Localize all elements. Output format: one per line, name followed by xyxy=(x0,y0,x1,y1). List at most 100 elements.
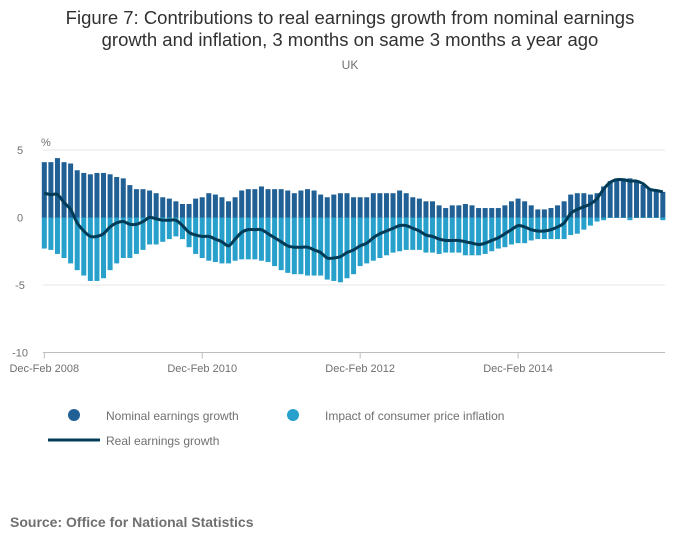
bar-inflation xyxy=(397,217,403,252)
bar-inflation xyxy=(81,217,87,276)
bar-inflation xyxy=(133,217,139,254)
bar-inflation xyxy=(489,217,495,252)
bar-inflation xyxy=(568,217,574,236)
bar-nominal xyxy=(101,172,107,218)
bar-inflation xyxy=(469,217,475,256)
bar-nominal xyxy=(568,194,574,218)
bar-nominal xyxy=(278,189,284,218)
bar-inflation xyxy=(324,217,330,280)
bar-inflation xyxy=(54,217,60,254)
bar-nominal xyxy=(390,193,396,218)
bar-nominal xyxy=(120,178,126,218)
bar-inflation xyxy=(436,217,442,254)
legend-label-real: Real earnings growth xyxy=(106,434,219,448)
bar-inflation xyxy=(390,217,396,253)
bar-nominal xyxy=(555,205,561,218)
bar-inflation xyxy=(634,217,639,218)
bar-inflation xyxy=(153,217,159,245)
bar-nominal xyxy=(232,197,238,218)
bar-nominal xyxy=(226,201,232,218)
bar-inflation xyxy=(114,217,120,264)
bar-inflation xyxy=(462,217,468,256)
bar-nominal xyxy=(647,189,653,218)
bar-nominal xyxy=(357,197,363,218)
x-tick-label: Dec-Feb 2010 xyxy=(167,363,237,375)
bar-inflation xyxy=(416,217,422,250)
bar-nominal xyxy=(423,201,429,218)
bar-nominal xyxy=(601,186,607,218)
bar-nominal xyxy=(561,201,567,218)
bar-inflation xyxy=(94,217,100,281)
legend-swatch-nominal xyxy=(68,409,80,421)
bar-nominal xyxy=(535,209,541,218)
bar-inflation xyxy=(337,217,343,283)
chart-title-line-1: Figure 7: Contributions to real earnings… xyxy=(66,7,635,28)
bar-nominal xyxy=(653,190,659,218)
bar-nominal xyxy=(173,201,179,218)
bar-nominal xyxy=(291,193,297,218)
bar-inflation xyxy=(74,217,80,271)
bar-inflation xyxy=(226,217,232,264)
bar-nominal xyxy=(627,178,633,218)
bar-nominal xyxy=(574,193,580,218)
bar-nominal xyxy=(541,209,547,218)
bar-inflation xyxy=(456,217,462,253)
bar-inflation xyxy=(561,217,567,240)
y-tick-label: 5 xyxy=(17,145,23,157)
bar-nominal xyxy=(318,194,324,218)
bar-inflation xyxy=(61,217,67,258)
bar-inflation xyxy=(318,217,324,276)
bar-inflation xyxy=(41,217,47,249)
chart-subtitle: UK xyxy=(342,58,359,72)
bar-nominal xyxy=(133,189,139,218)
bar-nominal xyxy=(305,189,310,218)
legend-label-nominal: Nominal earnings growth xyxy=(106,409,239,423)
bar-inflation xyxy=(331,217,337,281)
bar-nominal xyxy=(416,198,422,218)
bar-nominal xyxy=(587,194,593,218)
bar-nominal xyxy=(68,163,74,218)
bar-inflation xyxy=(265,217,271,263)
bar-inflation xyxy=(601,217,607,221)
bar-nominal xyxy=(660,191,666,218)
bar-nominal xyxy=(94,172,100,218)
bar-inflation xyxy=(653,217,659,218)
bar-nominal xyxy=(61,162,67,218)
y-tick-label: -10 xyxy=(12,348,28,360)
bar-inflation xyxy=(272,217,278,267)
source-note: Source: Office for National Statistics xyxy=(10,514,254,530)
bar-inflation xyxy=(252,217,258,260)
bar-inflation xyxy=(101,217,107,279)
y-tick-label: 0 xyxy=(17,213,23,225)
bar-inflation xyxy=(535,217,541,240)
bar-nominal xyxy=(462,204,468,218)
bar-nominal xyxy=(324,197,330,218)
legend-swatch-inflation xyxy=(287,409,299,421)
bar-nominal xyxy=(620,178,626,218)
x-tick-label: Dec-Feb 2008 xyxy=(9,363,79,375)
bar-inflation xyxy=(377,217,383,258)
bar-nominal xyxy=(140,189,146,218)
bar-inflation xyxy=(541,217,547,240)
bar-inflation xyxy=(443,217,449,253)
bar-nominal xyxy=(410,197,416,218)
bar-nominal xyxy=(193,198,199,218)
bar-inflation xyxy=(403,217,409,250)
bar-nominal xyxy=(258,186,264,218)
bar-nominal xyxy=(594,193,600,218)
bar-inflation xyxy=(127,217,133,258)
y-tick-label: -5 xyxy=(15,280,25,292)
bar-inflation xyxy=(258,217,264,261)
bar-nominal xyxy=(607,181,613,218)
bar-inflation xyxy=(351,217,357,275)
bar-nominal xyxy=(127,185,133,218)
bar-nominal xyxy=(206,193,212,218)
bar-inflation xyxy=(627,217,633,221)
bar-inflation xyxy=(581,217,587,230)
bar-nominal xyxy=(199,197,205,218)
y-axis-unit: % xyxy=(41,137,51,149)
bar-nominal xyxy=(160,197,166,218)
bar-nominal xyxy=(403,193,409,218)
bar-inflation xyxy=(410,217,416,250)
bar-nominal xyxy=(443,208,449,218)
